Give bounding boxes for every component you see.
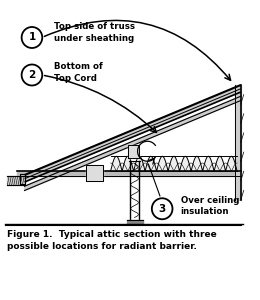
Text: 2: 2 [28, 70, 36, 80]
Circle shape [22, 27, 42, 48]
Text: 1: 1 [28, 32, 36, 43]
Polygon shape [86, 165, 103, 181]
Circle shape [152, 198, 172, 219]
Text: Top side of truss
under sheathing: Top side of truss under sheathing [54, 22, 135, 43]
Circle shape [22, 64, 42, 86]
Text: Over ceiling
insulation: Over ceiling insulation [181, 196, 239, 216]
Text: 3: 3 [159, 204, 166, 214]
Text: Figure 1.  Typical attic section with three
possible locations for radiant barri: Figure 1. Typical attic section with thr… [7, 230, 217, 251]
Polygon shape [25, 96, 241, 190]
Polygon shape [25, 85, 241, 182]
Text: Bottom of
Top Cord: Bottom of Top Cord [54, 62, 103, 82]
Polygon shape [20, 174, 25, 184]
Polygon shape [128, 145, 139, 158]
